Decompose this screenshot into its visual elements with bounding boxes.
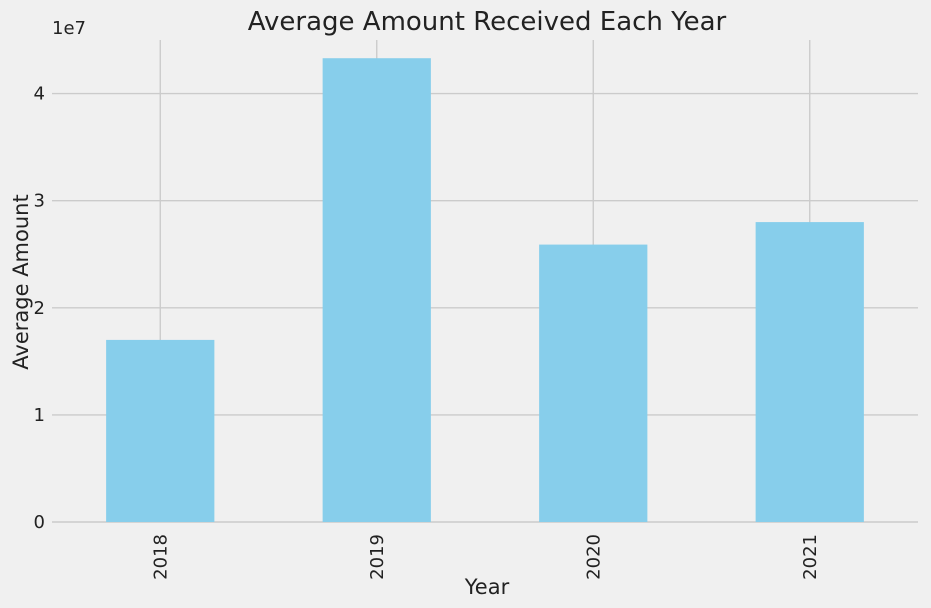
bar-2019 (322, 58, 431, 522)
y-tick-label: 4 (34, 84, 45, 105)
x-axis-label: Year (464, 575, 510, 599)
bar-2018 (106, 339, 215, 522)
y-axis-label: Average Amount (9, 194, 33, 369)
bar-2020 (539, 244, 648, 523)
x-tick-label: 2019 (367, 534, 388, 580)
bar-2021 (755, 222, 864, 523)
x-tick-label: 2020 (583, 534, 604, 580)
y-tick-labels: 0 1 2 3 4 (34, 84, 45, 533)
x-tick-label: 2018 (150, 534, 171, 580)
y-tick-label: 1 (34, 405, 45, 426)
chart-title: Average Amount Received Each Year (248, 7, 727, 37)
y-tick-label: 0 (34, 512, 45, 533)
y-axis-offset-label: 1e7 (52, 18, 86, 39)
bar-layer (106, 58, 864, 523)
x-tick-label: 2021 (800, 534, 821, 580)
x-tick-labels: 2018 2019 2020 2021 (150, 534, 821, 580)
y-tick-label: 3 (34, 191, 45, 212)
y-tick-label: 2 (34, 298, 45, 319)
